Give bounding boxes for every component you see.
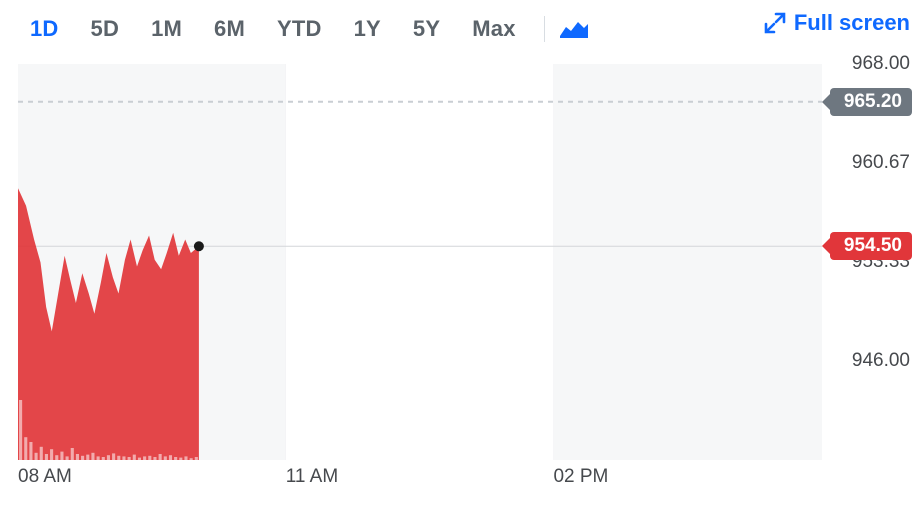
range-tab-1d[interactable]: 1D [14,12,75,46]
range-tab-max[interactable]: Max [456,12,531,46]
x-tick-label: 11 AM [286,466,338,498]
range-tab-1m[interactable]: 1M [135,12,198,46]
fullscreen-label: Full screen [794,10,910,36]
x-tick-label: 08 AM [18,466,72,498]
prev-close-badge: 965.20 [830,88,912,116]
area-chart-icon [559,18,589,40]
y-tick-label: 946.00 [830,350,910,372]
range-tab-1y[interactable]: 1Y [338,12,397,46]
range-tab-5d[interactable]: 5D [75,12,136,46]
expand-icon [764,12,786,34]
y-tick-label: 968.00 [830,53,910,75]
fullscreen-button[interactable]: Full screen [764,10,910,36]
y-tick-label: 960.67 [830,152,910,174]
range-tab-6m[interactable]: 6M [198,12,261,46]
chart-svg [14,64,910,494]
x-tick-label: 02 PM [553,466,608,498]
range-toolbar: 1D5D1M6MYTD1Y5YMax Full screen [14,8,910,50]
range-tab-ytd[interactable]: YTD [261,12,338,46]
price-chart: 968.00960.67953.33946.00965.20954.5008 A… [14,64,910,494]
current-price-badge: 954.50 [830,232,912,260]
range-tab-5y[interactable]: 5Y [397,12,456,46]
toolbar-separator [544,16,545,42]
chart-type-button[interactable] [557,16,591,42]
